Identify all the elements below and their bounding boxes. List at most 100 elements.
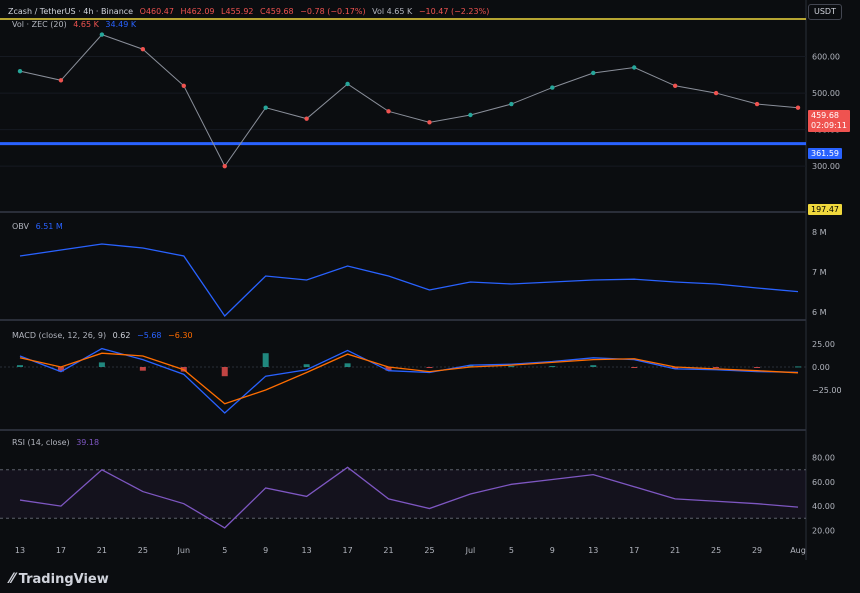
- vol-label: Vol · ZEC (20): [12, 20, 67, 29]
- macd-histogram-bar: [590, 365, 597, 367]
- macd-histogram-bar: [795, 366, 801, 368]
- macd-tick-label: 0.00: [812, 363, 830, 372]
- brand-text: TradingView: [18, 571, 109, 587]
- price-point: [550, 85, 555, 90]
- macd-histogram-bar: [754, 367, 761, 368]
- time-axis-label: 9: [550, 546, 555, 555]
- macd-histogram-bar: [344, 363, 351, 367]
- vol-value-1: 4.65 K: [73, 20, 99, 29]
- ohlc-close: C459.68: [260, 7, 294, 16]
- macd-histogram-bar: [303, 364, 310, 367]
- price-point: [181, 83, 186, 88]
- vol-change: −10.47 (−2.23%): [418, 7, 490, 16]
- macd-pane-label[interactable]: MACD (close, 12, 26, 9) 0.62 −5.68 −6.30: [12, 331, 197, 340]
- time-axis-label: 25: [424, 546, 434, 555]
- price-point: [304, 116, 309, 121]
- signal-line: [19, 352, 799, 405]
- macd-histogram-bar: [508, 366, 515, 368]
- price-line: [19, 34, 799, 168]
- price-tick-label: 500.00: [812, 89, 840, 98]
- macd-histogram-bar: [98, 362, 105, 367]
- price-point: [591, 70, 596, 76]
- macd-histogram-bar: [262, 353, 269, 367]
- price-point: [672, 83, 678, 88]
- price-point: [345, 81, 350, 87]
- time-axis-label: 29: [752, 546, 762, 555]
- obv-label: OBV: [12, 222, 30, 231]
- macd-histogram-bar: [385, 367, 392, 371]
- macd-tick-label: −25.00: [812, 386, 842, 395]
- price-point: [263, 105, 268, 110]
- price-point: [754, 101, 760, 107]
- time-axis-label: 21: [97, 546, 107, 555]
- vol-pane-label[interactable]: Vol · ZEC (20) 4.65 K 34.49 K: [12, 20, 140, 29]
- time-axis-label: Aug: [790, 546, 806, 555]
- price-point: [99, 32, 105, 37]
- macd-line: [19, 347, 799, 414]
- time-axis-label: 13: [15, 546, 25, 555]
- ohlc-high: H462.09: [180, 7, 215, 16]
- price-point: [427, 120, 432, 125]
- rsi-label: RSI (14, close): [12, 438, 70, 447]
- currency-button[interactable]: USDT: [808, 4, 842, 20]
- vol-readout: Vol 4.65 K: [372, 7, 413, 16]
- price-point: [509, 101, 514, 107]
- vol-value-2: 34.49 K: [105, 20, 137, 29]
- time-axis-label: 5: [509, 546, 514, 555]
- obv-tick-label: 6 M: [812, 308, 827, 317]
- obv-line: [19, 243, 799, 318]
- macd-histogram-bar: [221, 367, 228, 377]
- price-tick-label: 600.00: [812, 53, 840, 62]
- price-tick-label: 300.00: [812, 162, 840, 171]
- macd-histogram-bar: [549, 366, 556, 368]
- macd-histogram-bar: [426, 367, 433, 368]
- price-point: [632, 65, 637, 70]
- level-price-tag: 361.59: [808, 148, 842, 159]
- obv-pane-label[interactable]: OBV 6.51 M: [12, 222, 67, 231]
- obv-tick-label: 8 M: [812, 228, 827, 237]
- ohlc-change: −0.78 (−0.17%): [300, 7, 366, 16]
- time-axis-label: 21: [670, 546, 680, 555]
- obv-tick-label: 7 M: [812, 268, 827, 277]
- time-axis-label: Jul: [465, 546, 476, 555]
- rsi-band: [0, 469, 806, 519]
- price-point: [386, 109, 391, 114]
- price-point: [17, 68, 23, 74]
- macd-value-2: −5.68: [136, 331, 162, 340]
- tradingview-logo[interactable]: ⁄⁄ TradingView: [10, 571, 109, 587]
- macd-histogram-bar: [139, 367, 146, 371]
- tradingview-logo-icon: ⁄⁄: [10, 571, 15, 587]
- macd-histogram-bar: [57, 367, 64, 372]
- rsi-tick-label: 20.00: [812, 526, 835, 535]
- rsi-tick-label: 40.00: [812, 502, 835, 511]
- time-axis-label: 13: [302, 546, 312, 555]
- time-axis-label: 9: [263, 546, 268, 555]
- macd-value-3: −6.30: [168, 331, 193, 340]
- price-point: [713, 90, 719, 96]
- price-point: [222, 163, 227, 169]
- macd-tick-label: 25.00: [812, 340, 835, 349]
- ohlc-open: O460.47: [139, 7, 174, 16]
- time-axis-label: 25: [138, 546, 148, 555]
- ohlc-low: L455.92: [221, 7, 254, 16]
- symbol-title[interactable]: Zcash / TetherUS · 4h · Binance: [8, 7, 134, 16]
- time-axis-label: 21: [383, 546, 393, 555]
- time-axis-label: 25: [711, 546, 721, 555]
- rsi-tick-label: 60.00: [812, 478, 835, 487]
- rsi-tick-label: 80.00: [812, 454, 835, 463]
- macd-histogram-bar: [672, 367, 679, 369]
- time-axis-label: 17: [629, 546, 639, 555]
- symbol-header: Zcash / TetherUS · 4h · Binance O460.47 …: [8, 7, 493, 16]
- macd-histogram-bar: [467, 365, 474, 367]
- rsi-pane-label[interactable]: RSI (14, close) 39.18: [12, 438, 103, 447]
- price-point: [468, 112, 473, 118]
- bar-countdown: 02:09:11: [811, 121, 847, 130]
- last-price: 459.68: [811, 111, 839, 120]
- obv-value: 6.51 M: [35, 222, 63, 231]
- price-point: [795, 105, 801, 110]
- time-axis-label: 13: [588, 546, 598, 555]
- macd-value-1: 0.62: [112, 331, 131, 340]
- price-point: [140, 47, 146, 52]
